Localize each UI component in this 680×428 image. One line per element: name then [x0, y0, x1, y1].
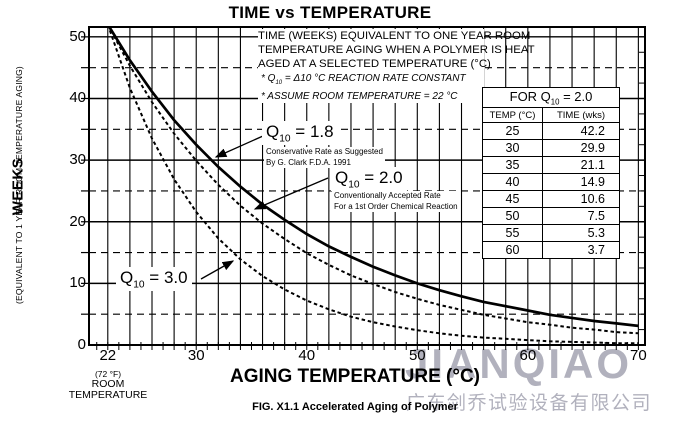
table-row: 30 29.9	[482, 139, 620, 157]
table-row: 35 21.1	[482, 156, 620, 174]
room-temp-fahrenheit: (72 °F)	[94, 369, 122, 379]
curve-label-q18: Q10 = 1.8	[262, 121, 338, 146]
temp-cell: 45	[482, 190, 543, 208]
time-cell: 29.9	[542, 139, 620, 157]
curve-Q10=3.0	[107, 27, 639, 345]
info-line-1: TIME (WEEKS) EQUIVALENT TO ONE YEAR ROOM	[258, 30, 531, 42]
x-axis-title: AGING TEMPERATURE (°C)	[229, 366, 480, 387]
table-row: 45 10.6	[482, 190, 620, 208]
table-header: FOR Q10 = 2.0	[482, 87, 620, 108]
time-cell: 5.3	[542, 224, 620, 242]
info-line-3: AGED AT A SELECTED TEMPERATURE (°C)	[258, 58, 491, 71]
watermark-chinese: 广东剑乔试验设备有限公司	[406, 393, 653, 414]
room-temp-line2: TEMPERATURE	[68, 389, 148, 401]
curve-label-q20: Q10 = 2.0	[331, 167, 407, 192]
y-tick-label: 30	[69, 151, 86, 169]
x-tick-label: 70	[630, 347, 647, 364]
table-row: 55 5.3	[482, 224, 620, 242]
temp-cell: 25	[482, 122, 543, 140]
info-note-2: * ASSUME ROOM TEMPERATURE = 22 °C	[261, 91, 458, 103]
curve-Q10=2.0	[108, 27, 639, 335]
info-note-1: * Q10 = Δ10 °C REACTION RATE CONSTANT	[261, 72, 466, 86]
x-tick-label: 40	[298, 347, 316, 364]
temp-cell: 35	[482, 156, 543, 174]
room-temp-line1: ROOM	[91, 378, 125, 390]
table-col-temp: TEMP (°C)	[482, 107, 543, 123]
chart-title: TIME vs TEMPERATURE	[228, 3, 432, 22]
temp-cell: 55	[482, 224, 543, 242]
annotation-arrow	[253, 177, 329, 210]
y-tick-label: 0	[77, 336, 86, 353]
time-cell: 3.7	[542, 241, 620, 259]
temp-cell: 50	[482, 207, 543, 225]
q10-lookup-table: FOR Q10 = 2.0 TEMP (°C) TIME (wks) 25 42.…	[482, 87, 620, 259]
time-cell: 10.6	[542, 190, 620, 208]
table-row: 25 42.2	[482, 122, 620, 140]
x-tick-label: 30	[187, 347, 205, 364]
temp-cell: 30	[482, 139, 543, 157]
time-cell: 42.2	[542, 122, 620, 140]
annotation-arrow	[214, 135, 264, 158]
info-line-2: TEMPERATURE AGING WHEN A POLYMER IS HEAT	[258, 44, 535, 57]
curve-Q10=1.8	[107, 27, 639, 328]
y-tick-label: 40	[69, 89, 86, 107]
plot-border	[88, 26, 646, 346]
temp-cell: 40	[482, 173, 543, 191]
figure-caption: FIG. X1.1 Accelerated Aging of Polymer	[252, 401, 458, 413]
annotation-arrow	[200, 260, 235, 280]
time-cell: 7.5	[542, 207, 620, 225]
x-tick-label: 60	[519, 347, 537, 364]
curve-label-q30: Q10 = 3.0	[116, 267, 192, 292]
table-col-time: TIME (wks)	[542, 107, 620, 123]
time-cell: 14.9	[542, 173, 620, 191]
y-tick-label: 10	[69, 274, 86, 292]
curve-note-q18: Conservative Rate as Suggested By G. Clar…	[264, 147, 385, 168]
y-tick-label: 20	[69, 212, 86, 230]
info-box: TIME (WEEKS) EQUIVALENT TO ONE YEAR ROOM…	[258, 29, 535, 103]
x-tick-label: 50	[408, 347, 426, 364]
time-cell: 21.1	[542, 156, 620, 174]
x-tick-label: 22	[99, 347, 117, 364]
temp-cell: 60	[482, 241, 543, 259]
table-row: 50 7.5	[482, 207, 620, 225]
y-axis-subtitle: (EQUIVALENT TO 1 YEAR ROOM TEMPERATURE A…	[14, 66, 24, 304]
y-tick-label: 50	[69, 27, 86, 45]
table-row: 60 3.7	[482, 241, 620, 259]
table-row: 40 14.9	[482, 173, 620, 191]
curve-note-q20: Conventionally Accepted Rate For a 1st Or…	[332, 191, 460, 212]
